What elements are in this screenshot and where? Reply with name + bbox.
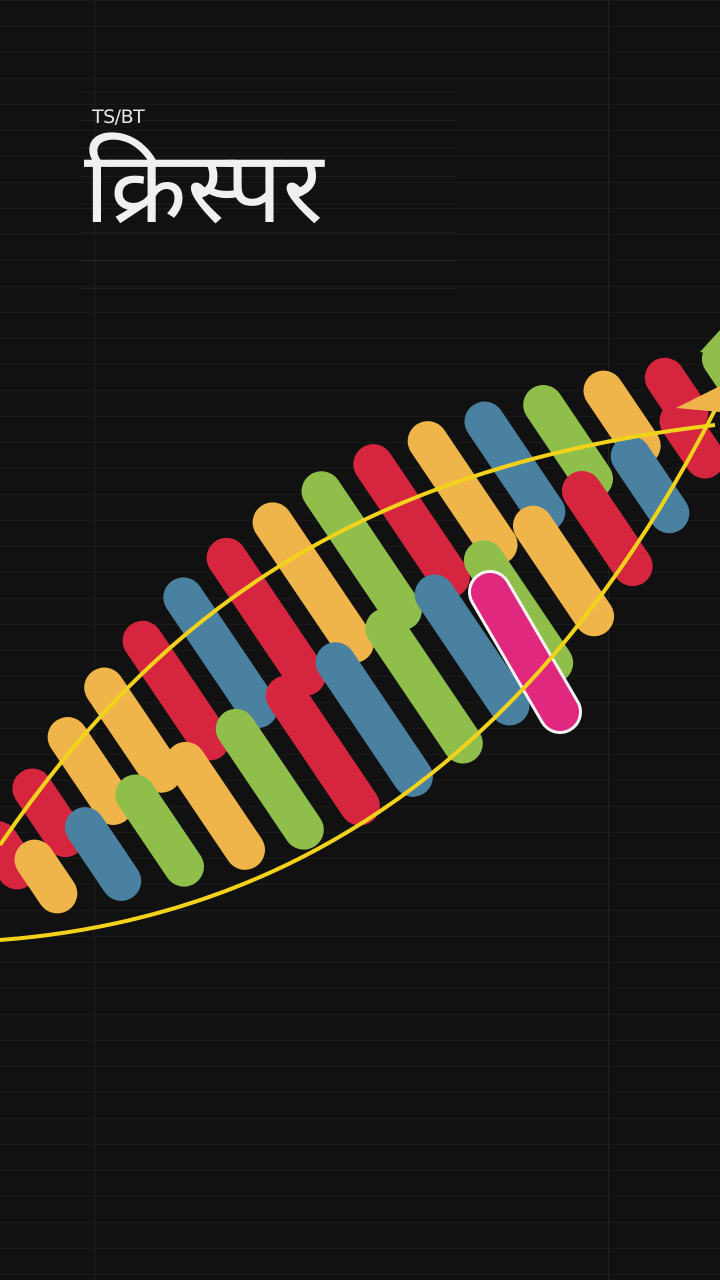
helix-fragment: [676, 386, 720, 412]
helix-rung-upper: [12, 768, 86, 858]
helix-rung-upper: [353, 444, 470, 598]
helix-rung-lower: [561, 470, 653, 587]
background-grid-line: [608, 0, 609, 1280]
helix-rung-lower: [512, 505, 615, 637]
helix-rung-lower: [365, 608, 483, 764]
helix-rung-lower: [414, 574, 530, 726]
helix-rung-lower: [215, 708, 324, 850]
helix-rung-lower: [315, 642, 433, 797]
helix-strand-upper: [0, 423, 716, 847]
helix-rung-upper: [122, 620, 230, 761]
page-title: क्रिस्पर: [84, 129, 324, 246]
helix-fragment: [700, 330, 720, 356]
helix-rung-upper: [252, 502, 374, 663]
helix-rung-upper: [206, 537, 326, 696]
helix-strand-lower: [0, 409, 717, 942]
helix-rung-lower: [14, 839, 78, 914]
title-panel: [80, 92, 456, 292]
background-grid-line: [94, 0, 95, 1280]
helix-rung-upper: [0, 821, 37, 890]
helix-rung-lower: [64, 807, 142, 901]
helix-rung-upper: [301, 471, 422, 631]
helix-rung-lower: [165, 741, 266, 870]
helix-rung-upper: [407, 421, 518, 565]
helix-rung-upper: [523, 384, 614, 499]
helix-rung-upper: [163, 577, 278, 728]
helix-rung-upper: [84, 667, 182, 793]
helix-rung-upper: [464, 401, 566, 532]
brand-label: TS/BT: [92, 106, 145, 128]
helix-rung-lower: [265, 675, 380, 826]
highlighted-gene: [471, 573, 579, 731]
helix-rung-lower: [115, 774, 204, 887]
